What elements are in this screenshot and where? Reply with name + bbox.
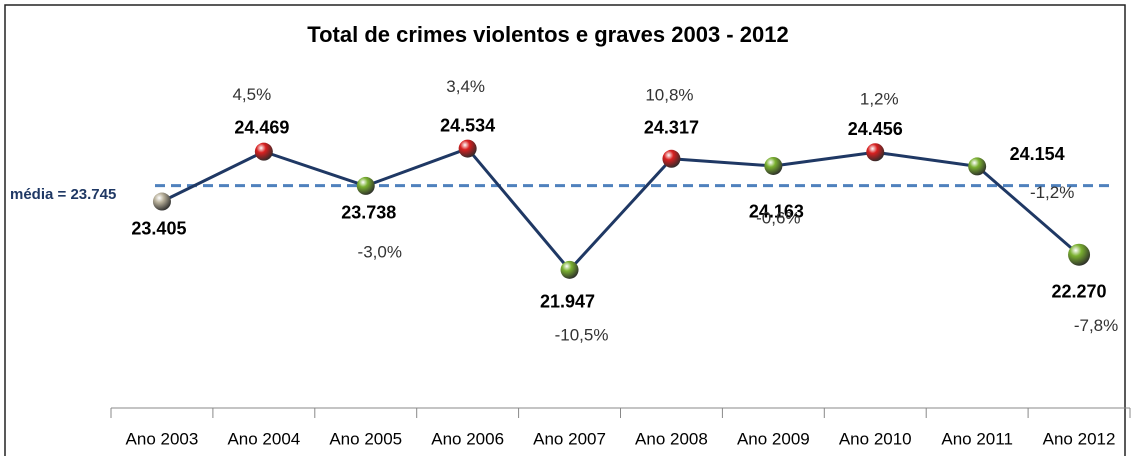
change-label: -1,2% <box>1030 183 1074 202</box>
change-label: -7,8% <box>1074 316 1118 335</box>
point <box>662 149 681 168</box>
value-label: 22.270 <box>1052 281 1107 301</box>
value-label: 23.405 <box>131 218 186 238</box>
value-label: 24.469 <box>234 117 289 137</box>
x-tick-label: Ano 2010 <box>839 429 912 448</box>
point <box>152 192 171 211</box>
value-label: 24.456 <box>848 119 903 139</box>
change-label: -0,6% <box>756 208 800 227</box>
value-label: 24.534 <box>440 115 495 135</box>
x-tick-label: Ano 2011 <box>941 429 1013 448</box>
value-label: 23.738 <box>341 203 396 223</box>
value-label: 24.154 <box>1010 144 1065 164</box>
point <box>560 260 579 279</box>
x-tick-label: Ano 2003 <box>126 429 199 448</box>
chart-title: Total de crimes violentos e graves 2003 … <box>307 22 788 47</box>
change-label: 3,4% <box>446 77 485 96</box>
point <box>968 157 987 176</box>
point <box>764 156 783 175</box>
series-line <box>161 147 1081 272</box>
change-label: -10,5% <box>555 325 609 344</box>
point <box>458 139 477 158</box>
change-label: 1,2% <box>860 90 899 109</box>
x-tick-label: Ano 2008 <box>635 429 708 448</box>
value-label: 24.317 <box>644 118 699 138</box>
x-tick-label: Ano 2009 <box>737 429 810 448</box>
x-tick-label: Ano 2006 <box>431 429 504 448</box>
x-tick-label: Ano 2012 <box>1043 429 1116 448</box>
change-label: 10,8% <box>645 85 693 104</box>
change-label: -3,0% <box>358 242 402 261</box>
point <box>254 142 273 161</box>
x-tick-label: Ano 2007 <box>533 429 606 448</box>
change-label: 4,5% <box>232 85 271 104</box>
chart-border <box>4 4 1126 456</box>
point <box>866 143 885 162</box>
point <box>356 176 375 195</box>
value-label: 24.163 <box>749 202 804 222</box>
value-label: 21.947 <box>540 292 595 312</box>
mean-label: média = 23.745 <box>10 186 116 203</box>
x-tick-label: Ano 2004 <box>227 429 300 448</box>
x-tick-label: Ano 2005 <box>329 429 402 448</box>
point <box>1068 243 1091 266</box>
